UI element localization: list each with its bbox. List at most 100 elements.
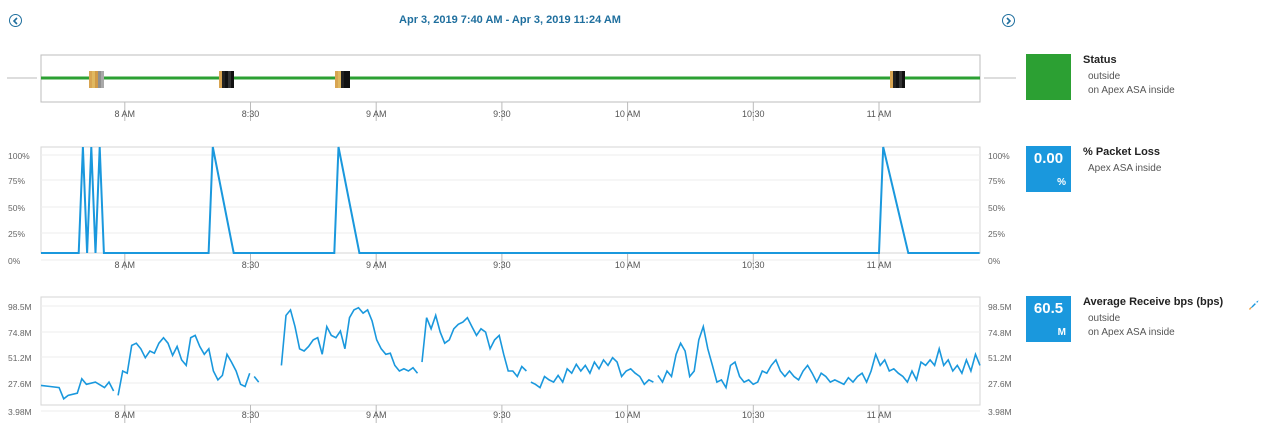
x-tick-label: 8 AM (115, 260, 136, 270)
bps-series-line (40, 377, 115, 401)
x-tick-label: 8 AM (115, 410, 136, 420)
y-tick-label-left: 27.6M (8, 379, 32, 389)
previous-range-button[interactable] (9, 14, 22, 27)
chevron-left-icon (12, 16, 18, 25)
y-tick-label-right: 100% (988, 151, 1010, 161)
time-range-title: Apr 3, 2019 7:40 AM - Apr 3, 2019 11:24 … (399, 14, 621, 26)
bps-line-2: on Apex ASA inside (1088, 327, 1175, 338)
bps-legend[interactable]: 60.5 M Average Receive bps (bps) outside… (1026, 296, 1273, 346)
bps-line-1: outside (1088, 313, 1121, 324)
x-tick-label: 9:30 (493, 410, 511, 420)
y-tick-label-left: 74.8M (8, 328, 32, 338)
bps-series-line (530, 356, 654, 389)
status-event-segment (219, 71, 222, 88)
status-legend[interactable]: Status outside on Apex ASA inside (1026, 54, 1266, 104)
y-tick-label-left: 3.98M (8, 407, 32, 417)
y-tick-label-left: 100% (8, 151, 30, 161)
y-tick-label-right: 25% (988, 229, 1005, 239)
packet-loss-unit: % (1057, 177, 1066, 188)
y-tick-label-right: 27.6M (988, 379, 1012, 389)
x-tick-label: 10:30 (742, 260, 765, 270)
chevron-right-icon (1006, 16, 1012, 25)
y-tick-label-left: 51.2M (8, 353, 32, 363)
status-event-segment (101, 71, 104, 88)
charts-area: 8 AM 8:30 9 AM 9:30 10 AM 10:30 11 AM 100% 100%… (7, 54, 1016, 423)
x-tick-label: 8:30 (242, 410, 260, 420)
y-tick-label-left: 0% (8, 256, 21, 266)
x-tick-label: 8 AM (115, 109, 136, 119)
bps-x-axis: 8 AM 8:30 9 AM 9:30 10 AM 10:30 11 AM (115, 405, 892, 423)
status-event-segment (899, 71, 902, 88)
y-tick-label-right: 51.2M (988, 353, 1012, 363)
status-event-segment (225, 71, 228, 88)
bps-series-line (117, 334, 251, 396)
status-event-segment (335, 71, 338, 88)
status-event-segment (902, 71, 905, 88)
x-tick-label: 9:30 (493, 109, 511, 119)
status-event-segment (344, 71, 347, 88)
status-event-segment (89, 71, 92, 88)
y-tick-label-right: 0% (988, 256, 1001, 266)
bps-series-line (421, 312, 527, 379)
bps-unit: M (1057, 327, 1066, 338)
rocket-icon[interactable] (1248, 298, 1260, 316)
status-line-1: outside (1088, 71, 1121, 82)
status-event-segment (338, 71, 341, 88)
x-tick-label: 10:30 (742, 410, 765, 420)
y-tick-label-right: 98.5M (988, 302, 1012, 312)
status-events (89, 71, 905, 88)
status-x-axis: 8 AM 8:30 9 AM 9:30 10 AM 10:30 11 AM (115, 102, 892, 121)
packet-loss-value: 0.00 (1033, 150, 1064, 167)
status-event-segment (92, 71, 95, 88)
y-tick-label-right: 75% (988, 176, 1005, 186)
x-tick-label: 10:30 (742, 109, 765, 119)
y-tick-label-right: 74.8M (988, 328, 1012, 338)
packet-loss-title: % Packet Loss (1083, 146, 1161, 158)
x-tick-label: 11 AM (867, 109, 892, 119)
x-tick-label: 10 AM (615, 109, 641, 119)
bps-series-line (280, 306, 419, 374)
y-tick-label-right: 3.98M (988, 407, 1012, 417)
x-tick-label: 10 AM (615, 260, 641, 270)
bps-chart-frame (40, 296, 981, 406)
status-event-segment (893, 71, 896, 88)
status-event-segment (95, 71, 98, 88)
bps-series-line (253, 375, 260, 383)
status-line-2: on Apex ASA inside (1088, 85, 1175, 96)
y-tick-label-right: 50% (988, 203, 1005, 213)
status-swatch (1026, 54, 1071, 100)
x-tick-label: 9:30 (493, 260, 511, 270)
bps-series-line (657, 323, 981, 390)
status-event-segment (341, 71, 344, 88)
y-tick-label-left: 75% (8, 176, 25, 186)
bps-title: Average Receive bps (bps) (1083, 296, 1224, 308)
status-event-segment (347, 71, 350, 88)
bps-lines (40, 306, 981, 401)
x-tick-label: 9 AM (366, 109, 387, 119)
y-tick-label-left: 50% (8, 203, 25, 213)
packet-y-axis: 100% 100% 75% 75% 50% 50% 25% 25% 0% 0% (8, 151, 1010, 266)
packet-loss-line-1: Apex ASA inside (1088, 163, 1162, 174)
bps-y-axis: 98.5M 98.5M 74.8M 74.8M 51.2M 51.2M 27.6M 27.6M… (8, 302, 1012, 417)
x-tick-label: 8:30 (242, 260, 260, 270)
bps-value-box: 60.5 M (1026, 296, 1071, 342)
status-event-segment (896, 71, 899, 88)
x-tick-label: 9 AM (366, 410, 387, 420)
y-tick-label-left: 25% (8, 229, 25, 239)
x-tick-label: 10 AM (615, 410, 641, 420)
next-range-button[interactable] (1002, 14, 1015, 27)
packet-chart-frame (40, 146, 981, 254)
packet-loss-legend[interactable]: 0.00 % % Packet Loss Apex ASA inside (1026, 146, 1266, 196)
y-tick-label-left: 98.5M (8, 302, 32, 312)
packet-loss-value-box: 0.00 % (1026, 146, 1071, 192)
status-event-segment (228, 71, 231, 88)
status-title: Status (1083, 54, 1117, 66)
x-tick-label: 8:30 (242, 109, 260, 119)
packet-x-axis: 8 AM 8:30 9 AM 9:30 10 AM 10:30 11 AM (115, 253, 891, 270)
x-tick-label: 11 AM (867, 410, 892, 420)
x-tick-label: 9 AM (366, 260, 387, 270)
status-event-segment (222, 71, 225, 88)
status-event-segment (98, 71, 101, 88)
status-event-segment (231, 71, 234, 88)
bps-value: 60.5 (1033, 300, 1064, 317)
